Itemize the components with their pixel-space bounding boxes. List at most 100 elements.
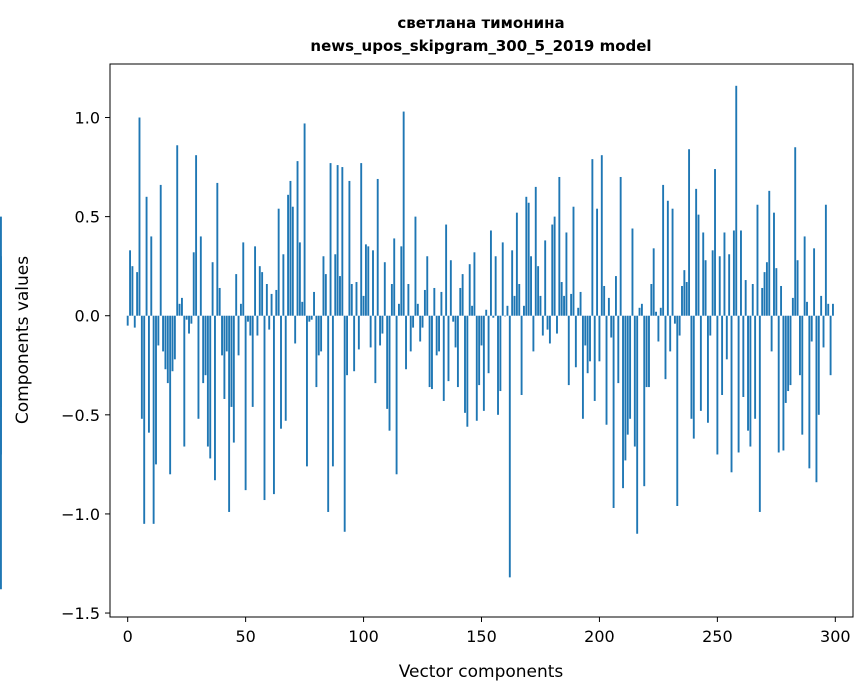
bar [473, 252, 476, 316]
bar [171, 315, 174, 372]
bar [622, 315, 624, 489]
bar [692, 315, 695, 439]
bar [166, 315, 169, 384]
bar [145, 196, 148, 316]
bar [412, 315, 415, 328]
bar [527, 202, 530, 316]
bar [501, 242, 504, 316]
bar [482, 315, 485, 411]
bar [268, 315, 271, 330]
bar [440, 291, 443, 316]
bar [494, 256, 497, 316]
bar [706, 315, 709, 423]
bar [308, 315, 311, 322]
bar [291, 206, 294, 316]
bar [664, 315, 667, 380]
bar [199, 236, 202, 316]
bar [610, 315, 613, 338]
bar [640, 303, 643, 316]
bar [586, 315, 589, 374]
bar [624, 315, 627, 461]
bar [287, 194, 290, 316]
bar [593, 315, 596, 401]
bar [298, 242, 301, 316]
bar [768, 190, 771, 316]
bar [310, 315, 313, 320]
bar [339, 276, 341, 316]
chart-title-line1: светлана тимонина [397, 14, 564, 32]
bar [284, 315, 287, 421]
bar [190, 315, 193, 324]
bar [228, 315, 231, 512]
bar [572, 206, 575, 316]
bar [607, 297, 610, 316]
bar [617, 315, 620, 384]
bar [659, 307, 662, 316]
bar [336, 165, 339, 316]
bar [791, 297, 794, 316]
bar [636, 315, 639, 534]
bar [655, 311, 657, 316]
bar [152, 315, 155, 524]
bar [815, 315, 818, 483]
bar [237, 315, 240, 356]
bar [763, 272, 766, 316]
bar [518, 284, 521, 316]
bar [492, 315, 495, 318]
bar [136, 272, 139, 316]
bar [320, 315, 323, 352]
bar [244, 315, 247, 491]
bar [744, 280, 747, 316]
bar [390, 284, 393, 316]
bar [645, 315, 648, 388]
bar [407, 284, 410, 316]
bar [638, 307, 641, 316]
bar [478, 315, 481, 386]
bar [511, 250, 514, 316]
bar [737, 315, 740, 453]
chart-title-line2: news_upos_skipgram_300_5_2019 model [310, 37, 651, 55]
bar [577, 307, 580, 316]
bar [162, 315, 165, 352]
bar [742, 315, 745, 397]
bar [723, 232, 726, 316]
bar [456, 315, 459, 388]
bar [718, 256, 721, 316]
bar [140, 315, 143, 419]
bar [794, 147, 797, 316]
bar [214, 315, 216, 481]
bar [445, 224, 448, 316]
bar [197, 315, 200, 419]
bar [169, 315, 172, 475]
bar [178, 303, 181, 316]
x-tick-label: 300 [820, 627, 851, 646]
bar [598, 315, 601, 362]
bar [150, 236, 153, 316]
bar [133, 315, 136, 328]
bar [579, 291, 582, 316]
bar [789, 315, 792, 386]
y-tick-label: 1.0 [75, 109, 100, 128]
bar [584, 315, 587, 346]
bar [773, 212, 775, 316]
bar [306, 315, 308, 467]
bar [813, 248, 816, 316]
bar [806, 301, 808, 316]
bar [431, 315, 433, 390]
bar [157, 315, 160, 346]
bar [376, 178, 379, 316]
bar [784, 315, 787, 403]
bar [126, 315, 129, 326]
bar [282, 254, 285, 316]
y-axis: 1.0 0.5 0.0 −0.5 −1.0 −1.5 [61, 109, 110, 623]
bar [761, 287, 764, 316]
bar [553, 216, 556, 316]
bar [560, 282, 563, 316]
x-tick-label: 150 [466, 627, 497, 646]
bar [289, 180, 292, 316]
bar [497, 315, 499, 415]
bar [567, 315, 570, 386]
bar [343, 315, 346, 532]
bar [426, 256, 429, 316]
bar [822, 315, 825, 348]
